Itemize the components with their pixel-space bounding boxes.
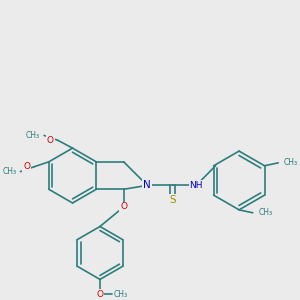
- Text: CH₃: CH₃: [284, 158, 298, 167]
- Text: CH₃: CH₃: [26, 131, 40, 140]
- Text: CH₃: CH₃: [259, 208, 273, 217]
- Text: CH₃: CH₃: [2, 167, 16, 176]
- Text: S: S: [169, 195, 176, 205]
- Text: N: N: [143, 180, 151, 190]
- Text: O: O: [23, 162, 30, 171]
- Text: O: O: [120, 202, 127, 211]
- Text: O: O: [47, 136, 54, 145]
- Text: NH: NH: [190, 181, 203, 190]
- Text: CH₃: CH₃: [114, 290, 128, 298]
- Text: O: O: [97, 290, 104, 298]
